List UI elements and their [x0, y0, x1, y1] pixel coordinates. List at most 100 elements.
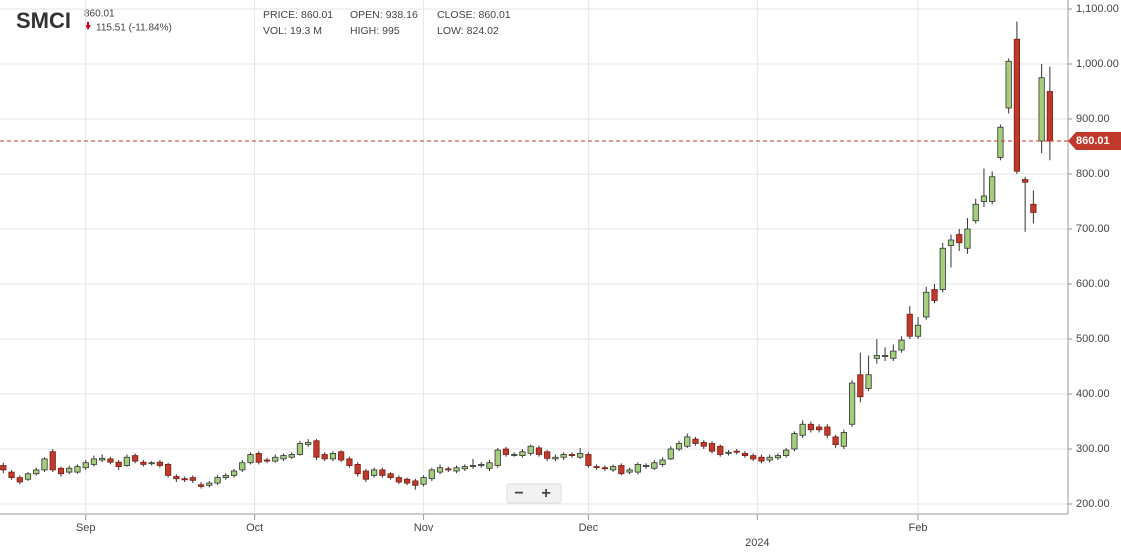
candle — [90, 455, 98, 467]
candle — [923, 286, 930, 320]
candle-body — [799, 423, 806, 436]
candle — [980, 168, 988, 207]
candle — [296, 440, 304, 456]
candle-body — [469, 465, 477, 468]
candle — [914, 317, 922, 339]
candle-body — [197, 484, 205, 487]
candle-body — [1030, 203, 1037, 213]
candle — [651, 460, 658, 470]
candle-body — [774, 455, 782, 459]
x-tick-label: Oct — [246, 522, 263, 534]
candle — [263, 457, 271, 464]
candle-body — [997, 126, 1004, 158]
candle — [873, 339, 880, 364]
stat-label: LOW: — [437, 25, 464, 37]
candle-body — [239, 462, 246, 471]
candle — [881, 347, 889, 361]
candle-body — [453, 467, 460, 472]
candle — [585, 452, 592, 468]
candle-body — [939, 247, 946, 290]
candle-body — [313, 440, 320, 458]
candle — [997, 124, 1004, 161]
candle-body — [667, 448, 674, 460]
candle — [214, 475, 221, 485]
candle — [0, 462, 7, 474]
candle — [741, 451, 749, 458]
candle — [593, 464, 600, 470]
candle-body — [898, 339, 905, 351]
stat-value: 995 — [382, 25, 400, 37]
candle-body — [8, 471, 15, 479]
candle-body — [618, 465, 625, 475]
candle — [329, 451, 337, 462]
zoom-box — [506, 483, 562, 504]
candle — [181, 476, 188, 482]
candle — [865, 355, 872, 392]
candle-body — [486, 462, 493, 469]
candle-body — [848, 382, 856, 425]
candle — [478, 462, 485, 468]
candle-body — [989, 176, 996, 202]
candle — [667, 446, 674, 460]
candle — [989, 171, 996, 205]
candle-body — [82, 462, 89, 469]
candle-body — [511, 454, 518, 456]
candle-body — [272, 456, 279, 462]
candle — [189, 475, 196, 484]
candle — [321, 452, 328, 462]
candle-body — [560, 454, 567, 458]
candle — [947, 234, 955, 268]
candle-body — [206, 482, 213, 486]
symbol: SMCI — [16, 8, 71, 33]
candle-body — [123, 456, 131, 466]
candle-body — [1038, 77, 1045, 142]
candle-body — [428, 469, 435, 480]
candle-body — [610, 466, 617, 471]
candle — [807, 421, 814, 433]
candle-body — [148, 462, 155, 465]
x-tick-label: Feb — [909, 522, 928, 534]
candle-body — [527, 445, 534, 454]
candle — [1005, 58, 1012, 114]
candle — [49, 449, 56, 473]
candle-body — [354, 463, 361, 475]
candle — [906, 306, 913, 339]
candle — [972, 198, 979, 224]
candle-body — [107, 458, 114, 463]
candle-body — [651, 462, 658, 469]
candle — [1046, 66, 1053, 161]
candle — [33, 467, 40, 476]
candle-body — [1046, 91, 1053, 142]
candle-body — [931, 289, 938, 301]
candle — [379, 467, 386, 478]
candle — [642, 463, 650, 469]
x-tick-label: 2024 — [745, 537, 769, 549]
candle-body — [99, 457, 106, 461]
candle-body — [478, 463, 485, 466]
candle-body — [346, 458, 353, 466]
candle — [140, 460, 147, 467]
candle — [659, 457, 666, 467]
candle-body — [807, 423, 814, 431]
candle — [156, 460, 163, 468]
candle-body — [296, 443, 304, 455]
candle — [445, 466, 452, 473]
candle-body — [824, 426, 831, 436]
candle — [692, 436, 699, 446]
zoom-out[interactable]: − — [514, 485, 523, 502]
candle — [57, 466, 65, 477]
candle — [239, 460, 246, 473]
candle-body — [956, 234, 963, 244]
stat-label: PRICE: — [263, 9, 298, 21]
candle-body — [791, 433, 798, 450]
candle — [288, 452, 295, 459]
stat-value: 19.3 M — [290, 25, 322, 37]
candle-body — [568, 454, 576, 457]
last-price-tag — [1068, 131, 1121, 150]
candle-body — [972, 203, 979, 222]
y-tick-label: 400.00 — [1076, 388, 1110, 400]
zoom-in[interactable]: + — [541, 485, 550, 502]
candle-body — [230, 470, 238, 476]
change: 115.51 (-11.84%) — [96, 23, 172, 34]
candle-body — [222, 474, 229, 478]
